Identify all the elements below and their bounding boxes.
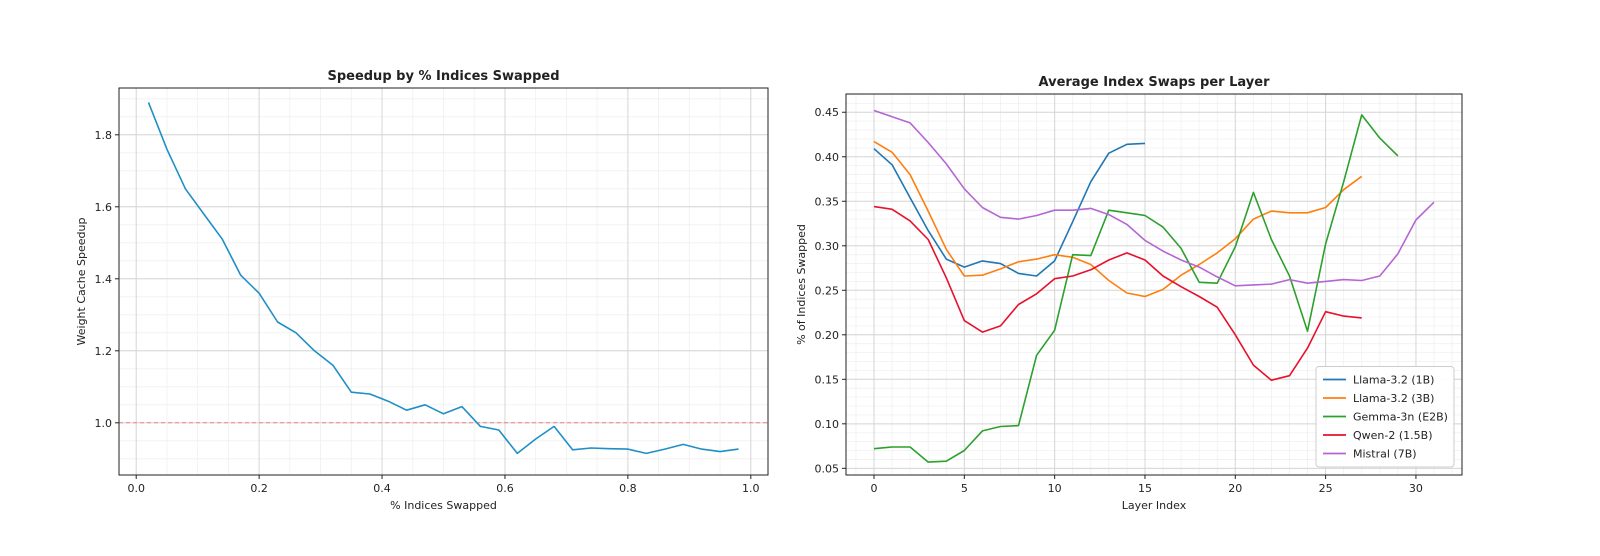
legend-entry-label: Qwen-2 (1.5B): [1353, 429, 1432, 442]
y-axis-label: Weight Cache Speedup: [75, 218, 88, 346]
y-tick-label: 0.30: [815, 240, 840, 253]
series-line-gemma-3n-e2b: [873, 114, 1399, 463]
legend-entry-label: Gemma-3n (E2B): [1353, 411, 1448, 424]
ticks: 0 5 10 15 20 25 30 0.05 0.10 0.15 0.20 0.25 0.30 0.35…: [815, 94, 1462, 495]
y-tick-label: 1.0: [95, 417, 113, 430]
x-tick-label: 0.2: [250, 482, 268, 495]
axes-frame: [845, 93, 1463, 476]
chart-title: Average Index Swaps per Layer: [1039, 75, 1271, 90]
y-tick-label: 0.25: [815, 284, 840, 297]
chart-2: 0 5 10 15 20 25 30 0.05 0.10 0.15 0.20 0.25 0.30 0.35…: [795, 75, 1463, 512]
x-tick-label: 0.6: [496, 482, 514, 495]
y-axis-label: % of Indices Swapped: [795, 224, 808, 345]
x-tick-label: 0: [871, 482, 878, 495]
y-tick-label: 0.20: [815, 329, 840, 342]
chart-1: 0.0 0.2 0.4 0.6 0.8 1.0 1.0 1.2 1.4 1.6 1.8 Speedup…: [75, 69, 769, 512]
y-tick-label: 0.15: [815, 373, 840, 386]
x-tick-label: 5: [961, 482, 968, 495]
legend-box: [1315, 366, 1455, 468]
x-tick-label: 30: [1409, 482, 1423, 495]
x-axis-label: Layer Index: [1122, 499, 1187, 512]
series-line-llama-3-2-3b: [873, 140, 1363, 298]
series-line-llama-3-2-1b: [873, 142, 1146, 277]
y-tick-label: 1.4: [95, 273, 113, 286]
legend: Llama-3.2 (1B) Llama-3.2 (3B) Gemma-3n (E2…: [1315, 366, 1455, 468]
x-tick-label: 15: [1138, 482, 1152, 495]
x-tick-label: 1.0: [742, 482, 760, 495]
y-tick-label: 0.35: [815, 195, 840, 208]
y-tick-label: 1.2: [95, 345, 113, 358]
series-line-mistral-7b: [873, 109, 1435, 287]
x-tick-label: 10: [1048, 482, 1062, 495]
ticks: 0.0 0.2 0.4 0.6 0.8 1.0 1.0 1.2 1.4 1.6 1.8: [95, 88, 768, 495]
x-axis-label: % Indices Swapped: [390, 499, 497, 512]
x-tick-label: 20: [1228, 482, 1242, 495]
x-tick-label: 0.4: [373, 482, 391, 495]
y-tick-label: 0.05: [815, 462, 840, 475]
x-tick-label: 0.0: [127, 482, 145, 495]
legend-entry-label: Llama-3.2 (1B): [1353, 374, 1434, 387]
y-tick-label: 0.45: [815, 106, 840, 119]
y-tick-label: 1.8: [95, 129, 113, 142]
axes-frame: [118, 87, 769, 476]
y-tick-label: 1.6: [95, 201, 113, 214]
x-tick-label: 0.8: [619, 482, 637, 495]
legend-entry-label: Mistral (7B): [1353, 448, 1417, 461]
y-tick-label: 0.10: [815, 418, 840, 431]
x-tick-label: 25: [1319, 482, 1333, 495]
series-line-qwen-2-1-5b: [873, 205, 1362, 382]
chart-title: Speedup by % Indices Swapped: [327, 69, 559, 84]
y-tick-label: 0.40: [815, 151, 840, 164]
legend-entry-label: Llama-3.2 (3B): [1353, 392, 1434, 405]
series-line-1: [147, 102, 739, 455]
